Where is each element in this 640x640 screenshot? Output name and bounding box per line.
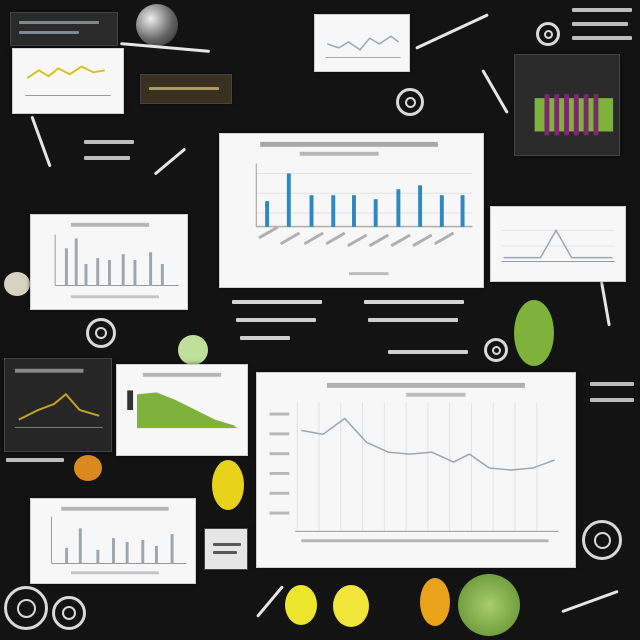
thumbnail-panel <box>10 12 118 46</box>
blurred-text <box>84 140 134 144</box>
blurred-text <box>590 382 634 386</box>
bar-chart-panel <box>30 214 188 310</box>
blurred-text <box>388 350 468 354</box>
line-chart-thumbnail <box>490 206 626 282</box>
antler-icon <box>153 147 187 176</box>
thumbnail-panel <box>204 528 248 570</box>
swirl-icon <box>52 596 86 630</box>
swirl-icon <box>582 520 622 560</box>
blurred-text <box>572 22 628 26</box>
swirl-icon <box>4 586 48 630</box>
antler-icon <box>415 13 489 50</box>
line-chart-panel <box>256 372 576 568</box>
bar-chart-panel <box>219 133 484 288</box>
line-chart-thumbnail <box>314 14 410 72</box>
sphere-icon <box>136 4 178 46</box>
antler-icon <box>255 585 285 618</box>
blurred-text <box>240 336 290 340</box>
antler-icon <box>30 115 52 168</box>
antler-icon <box>561 589 619 614</box>
blurred-text <box>232 300 322 304</box>
blurred-text <box>572 36 632 40</box>
swirl-icon <box>536 22 560 46</box>
green-leaf-icon <box>178 335 208 365</box>
antler-icon <box>481 69 509 114</box>
bar-chart-thumbnail <box>514 54 620 156</box>
orange-blob <box>74 455 102 481</box>
green-leaf-icon <box>514 300 554 366</box>
blurred-text <box>368 318 458 322</box>
blurred-text <box>236 318 316 322</box>
yellow-circle <box>285 585 317 625</box>
swirl-icon <box>484 338 508 362</box>
blurred-text <box>572 8 632 12</box>
antler-icon <box>599 276 611 327</box>
blurred-text <box>84 156 130 160</box>
bar-chart-panel <box>30 498 196 584</box>
blurred-text <box>364 300 464 304</box>
green-leaf-icon <box>458 574 520 636</box>
orange-blob <box>420 578 450 626</box>
yellow-circle <box>333 585 369 627</box>
area-chart-panel <box>116 364 248 456</box>
line-chart-thumbnail <box>4 358 112 452</box>
yellow-blob <box>212 460 244 510</box>
line-chart-thumbnail <box>12 48 124 114</box>
blurred-text <box>6 458 64 462</box>
thumbnail-panel <box>140 74 232 104</box>
blurred-text <box>590 398 634 402</box>
skull-icon <box>4 272 30 296</box>
swirl-icon <box>86 318 116 348</box>
swirl-icon <box>396 88 424 116</box>
